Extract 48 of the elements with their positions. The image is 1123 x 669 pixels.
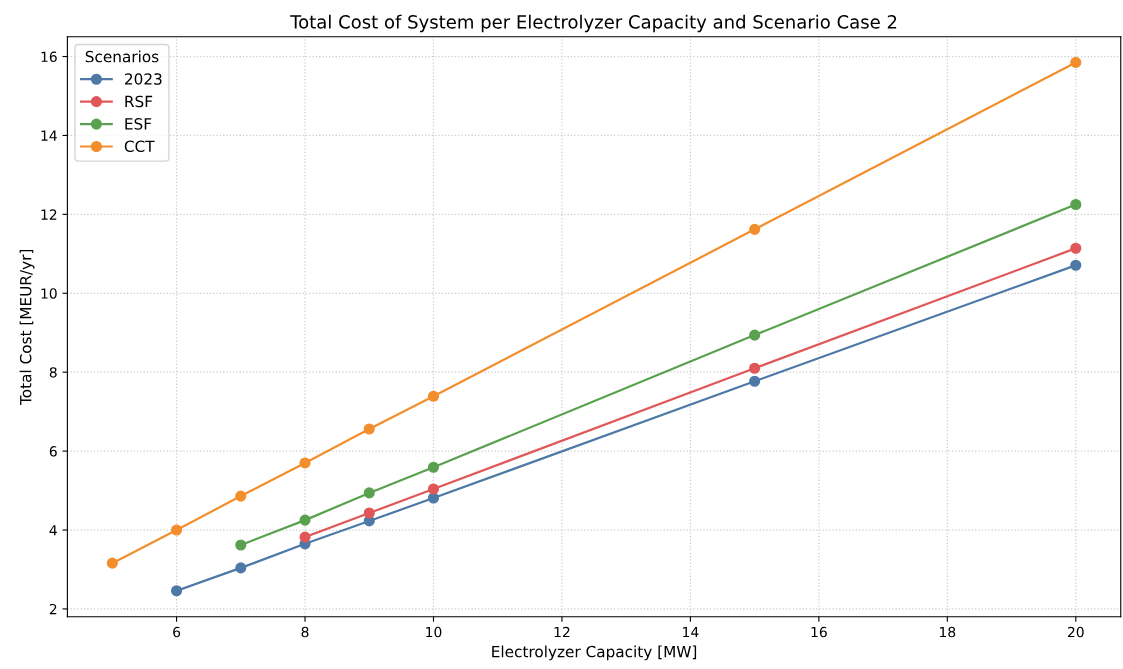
legend-label: ESF: [125, 118, 152, 130]
x-tick-label: 12: [554, 626, 570, 638]
legend-label: 2023: [125, 73, 162, 85]
x-tick-label: 14: [683, 626, 699, 638]
point: [363, 423, 375, 435]
point: [363, 507, 375, 519]
point: [749, 362, 761, 374]
legend-label: RSF: [125, 95, 153, 108]
x-axis-title: Electrolyzer Capacity [MW]: [492, 645, 697, 661]
point: [749, 375, 761, 387]
point: [106, 557, 118, 569]
y-tick-label: 12: [41, 209, 57, 220]
point: [235, 562, 247, 574]
x-tick-label: 6: [173, 626, 181, 638]
x-tick-label: 18: [940, 626, 956, 638]
point: [749, 329, 761, 341]
point: [235, 490, 247, 502]
x-tick-label: 10: [426, 626, 442, 638]
x-tick-label: 8: [301, 626, 309, 638]
point: [171, 585, 183, 597]
y-tick-label: 4: [49, 525, 57, 536]
point: [1070, 56, 1082, 68]
y-axis-title: Total Cost [MEUR/yr]: [19, 249, 35, 406]
point: [427, 483, 440, 495]
point: [427, 461, 440, 473]
y-tick-label: 10: [41, 288, 57, 299]
y-tick-label: 6: [49, 446, 57, 457]
point: [427, 492, 440, 504]
point: [299, 531, 311, 543]
x-tick-label: 20: [1067, 626, 1084, 638]
chart-title: Total Cost of System per Electrolyzer Capacity and Scenario Case 2: [290, 14, 897, 33]
legend-label: CCT: [124, 140, 155, 153]
y-tick-label: 14: [41, 130, 57, 141]
point: [299, 514, 311, 526]
y-tick-label: 2: [49, 603, 57, 615]
y-tick-label: 8: [49, 367, 57, 378]
point: [1070, 242, 1082, 254]
point: [299, 457, 311, 469]
point: [427, 390, 440, 402]
point: [749, 223, 761, 235]
legend-title: Scenarios: [85, 50, 159, 63]
point: [1070, 198, 1082, 211]
point: [1070, 259, 1082, 271]
point: [363, 487, 375, 499]
x-tick-label: 16: [811, 626, 827, 638]
point: [235, 539, 247, 551]
y-tick-label: 16: [41, 51, 57, 62]
point: [171, 524, 183, 536]
